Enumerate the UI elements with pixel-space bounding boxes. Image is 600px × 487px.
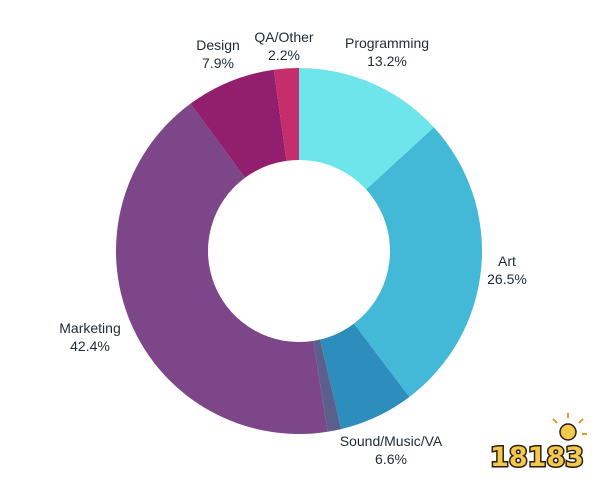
slice-art bbox=[353, 127, 482, 397]
sun-icon bbox=[552, 413, 587, 441]
slice-design bbox=[190, 69, 287, 178]
label-sound-value: 6.6% bbox=[375, 451, 407, 467]
label-qa-value: 2.2% bbox=[268, 47, 300, 63]
slice-sound-music-va bbox=[319, 323, 410, 430]
donut-slices bbox=[116, 68, 482, 434]
slice-unlabeled-3 bbox=[313, 339, 342, 432]
label-sound-name: Sound/Music/VA bbox=[340, 433, 443, 449]
label-art-name: Art bbox=[498, 253, 516, 269]
watermark-logo: 18183 bbox=[489, 413, 587, 475]
slice-labels: Programming 13.2% Art 26.5% Sound/Music/… bbox=[59, 29, 527, 467]
label-programming-name: Programming bbox=[345, 35, 429, 51]
label-marketing-name: Marketing bbox=[59, 320, 120, 336]
slice-programming bbox=[299, 68, 434, 190]
watermark-text: 18183 bbox=[490, 442, 584, 473]
label-programming-value: 13.2% bbox=[367, 53, 407, 69]
label-design-name: Design bbox=[196, 37, 240, 53]
label-marketing-value: 42.4% bbox=[70, 338, 110, 354]
label-art-value: 26.5% bbox=[487, 271, 527, 287]
slice-marketing bbox=[116, 103, 328, 434]
label-qa-name: QA/Other bbox=[254, 29, 313, 45]
label-design-value: 7.9% bbox=[202, 55, 234, 71]
slice-qa-other bbox=[273, 68, 299, 161]
